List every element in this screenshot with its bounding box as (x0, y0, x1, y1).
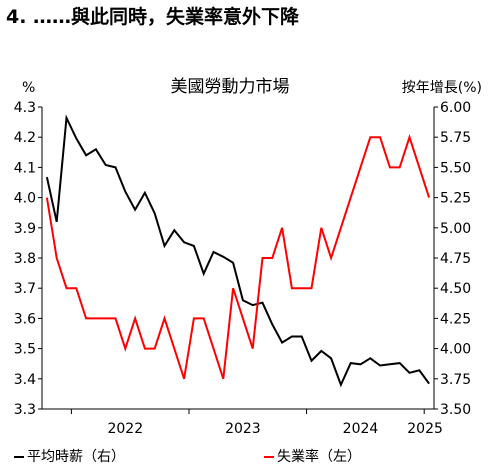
axes: 3.3 3.4 3.5 3.6 3.7 3.8 3.9 4.0 4.1 4.2 4.3 3.50 3.7… (14, 100, 471, 437)
series-line-unemployment (45, 133, 431, 380)
left-tick-label: 4.1 (14, 160, 36, 176)
right-tick-label: 4.25 (440, 311, 471, 327)
series-line-wages (45, 114, 430, 388)
left-tick-label: 3.3 (14, 402, 36, 418)
legend-item-wages: 平均時薪（右） (14, 446, 125, 466)
left-tick-label: 4.2 (14, 130, 36, 146)
legend-swatch-wages (14, 456, 24, 458)
left-tick-label: 4.3 (14, 100, 36, 116)
right-tick-label: 4.50 (440, 281, 471, 297)
series-layer (45, 114, 431, 388)
left-tick-label: 3.9 (14, 221, 36, 237)
legend-label-unemployment: 失業率（左） (277, 449, 361, 465)
left-tick-label: 3.5 (14, 342, 36, 358)
page-title: 4. ……與此同時，失業率意外下降 (6, 6, 300, 28)
right-axis-label: 按年增長(%) (402, 80, 482, 96)
right-tick-label: 5.25 (440, 191, 471, 207)
right-tick-label: 3.50 (440, 402, 471, 418)
right-tick-label: 5.50 (440, 160, 471, 176)
right-tick-label: 6.00 (440, 100, 471, 116)
right-tick-label: 5.00 (440, 221, 471, 237)
legend-item-unemployment: 失業率（左） (264, 446, 361, 466)
left-tick-label: 3.6 (14, 311, 36, 327)
x-tick-label: 2022 (107, 421, 143, 437)
left-tick-label: 3.7 (14, 281, 36, 297)
right-tick-label: 4.75 (440, 251, 471, 267)
x-tick-label: 2024 (343, 421, 379, 437)
left-tick-label: 3.8 (14, 251, 36, 267)
right-tick-label: 5.75 (440, 130, 471, 146)
chart-title: 美國勞動力市場 (171, 77, 290, 97)
legend-swatch-unemployment (264, 456, 274, 458)
x-tick-label: 2023 (225, 421, 261, 437)
right-tick-label: 3.75 (440, 372, 471, 388)
legend-label-wages: 平均時薪（右） (27, 449, 125, 465)
left-axis-label: % (22, 80, 35, 96)
x-tick-label: 2025 (407, 421, 443, 437)
right-tick-label: 4.00 (440, 342, 471, 358)
left-tick-label: 3.4 (14, 372, 36, 388)
left-tick-label: 4.0 (14, 191, 36, 207)
